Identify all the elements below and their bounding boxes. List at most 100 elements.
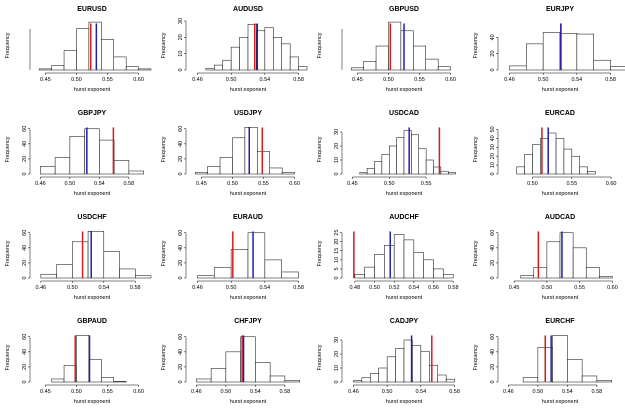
y-tick-label: 10 (490, 162, 496, 168)
x-tick-label: 0.45 (509, 285, 520, 291)
x-tick-label: 0.58 (605, 77, 616, 83)
x-tick-label: 0.50 (542, 285, 553, 291)
x-axis-title: hurst exponent (386, 295, 423, 301)
y-tick-label: 30 (334, 129, 340, 135)
x-tick-label: 0.50 (227, 181, 238, 187)
x-tick-label: 0.60 (289, 181, 300, 187)
y-tick-label: 20 (490, 364, 496, 370)
histogram-bar (255, 362, 271, 383)
x-tick-label: 0.58 (293, 285, 304, 291)
x-axis-title: hurst exponent (542, 399, 579, 405)
histogram-bar (403, 239, 415, 279)
histogram-bar (205, 68, 215, 71)
x-tick-label: 0.45 (347, 181, 358, 187)
histogram-bar (393, 234, 405, 279)
x-tick-label: 0.50 (71, 77, 82, 83)
histogram-usdcad: USDCAD 0.45 0.50 0.55 0 10 20 30 hurst exponent F… (317, 110, 456, 197)
histogram-bar (440, 170, 449, 175)
x-tick-label: 0.46 (36, 285, 47, 291)
chart-title: AUDCAD (545, 214, 575, 221)
x-tick-label: 0.54 (415, 389, 426, 395)
chart-title: GBPUSD (389, 6, 419, 13)
y-tick-label: 30 (178, 18, 184, 24)
histogram-bar (269, 167, 283, 175)
y-axis-title: Frequency (317, 136, 323, 162)
histogram-bar (555, 138, 565, 175)
chart-title: GBPJPY (78, 110, 107, 117)
chart-title: CADJPY (390, 318, 419, 325)
histogram-bar (547, 132, 557, 175)
x-tick-label: 0.46 (504, 77, 515, 83)
x-tick-label: 0.50 (382, 389, 393, 395)
chart-title: CHFJPY (234, 318, 262, 325)
y-axis-title: Frequency (473, 32, 479, 58)
histogram-bar (546, 241, 561, 279)
y-tick-label: 0 (334, 380, 340, 383)
y-axis-title: Frequency (5, 32, 11, 58)
histogram-bar (214, 64, 223, 71)
histogram-bar (425, 159, 434, 175)
y-tick-label: 20 (178, 156, 184, 162)
y-tick-label: 0 (334, 276, 340, 279)
histogram-bar (572, 247, 587, 279)
x-tick-label: 0.58 (449, 389, 460, 395)
histogram-bar (437, 66, 451, 71)
histogram-bar (585, 267, 600, 279)
x-tick-label: 0.54 (98, 285, 109, 291)
x-axis-title: hurst exponent (542, 191, 579, 197)
histogram-bar (354, 274, 365, 279)
x-tick-label: 0.60 (607, 285, 618, 291)
histogram-bar (364, 266, 375, 279)
histogram-bar (516, 166, 525, 175)
histogram-audcad: AUDCAD 0.45 0.50 0.55 0.60 0 20 40 60 hurst expon… (473, 214, 618, 301)
y-tick-label: 60 (490, 230, 496, 236)
y-tick-label: 10 (178, 51, 184, 57)
x-tick-label: 0.46 (191, 389, 202, 395)
histogram-bar (128, 170, 144, 175)
histogram-bar (119, 268, 136, 279)
histogram-bar (113, 380, 127, 383)
histogram-bar (219, 157, 233, 175)
histogram-bar (72, 241, 89, 279)
x-tick-label: 0.46 (35, 181, 46, 187)
chart-title: EURJPY (546, 6, 574, 13)
histogram-eurchf: EURCHF 0.46 0.50 0.54 0.58 0 20 40 60 hurst expon… (473, 318, 612, 405)
histogram-bar (386, 356, 396, 383)
histogram-bar (576, 33, 594, 71)
y-tick-label: 20 (490, 153, 496, 159)
histogram-bar (363, 61, 377, 71)
x-tick-label: 0.50 (383, 77, 394, 83)
chart-title: EURCAD (545, 110, 575, 117)
x-tick-label: 0.60 (133, 77, 144, 83)
histogram-bar (361, 377, 371, 383)
y-tick-label: 0 (22, 276, 28, 279)
histogram-bar (396, 137, 405, 175)
y-axis-title: Frequency (161, 344, 167, 370)
y-tick-label: 20 (334, 351, 340, 357)
histogram-bar (593, 59, 611, 71)
histogram-gbpaud: GBPAUD 0.45 0.50 0.55 0.60 0 20 40 60 hurst expon… (5, 318, 144, 405)
x-tick-label: 0.55 (574, 285, 585, 291)
y-tick-label: 20 (22, 156, 28, 162)
histogram-bar (520, 275, 535, 279)
histogram-bar (264, 259, 282, 279)
histogram-bar (56, 264, 73, 279)
histogram-bar (579, 166, 588, 175)
x-tick-label: 0.55 (102, 77, 113, 83)
histogram-bar (247, 232, 266, 279)
histogram-bar (350, 67, 364, 71)
x-tick-label: 0.48 (349, 285, 360, 291)
histogram-bar (54, 157, 71, 175)
x-tick-label: 0.54 (259, 285, 270, 291)
x-axis-title: hurst exponent (74, 87, 111, 93)
histogram-bar (509, 65, 527, 71)
histogram-bar (281, 172, 295, 175)
histogram-bar (225, 351, 241, 383)
y-tick-label: 0 (178, 380, 184, 383)
x-tick-label: 0.45 (40, 389, 51, 395)
y-axis-title: Frequency (317, 32, 323, 58)
histogram-bar (51, 65, 65, 71)
histogram-bar (138, 68, 152, 71)
histogram-bar (113, 56, 127, 71)
histogram-bar (69, 136, 85, 175)
